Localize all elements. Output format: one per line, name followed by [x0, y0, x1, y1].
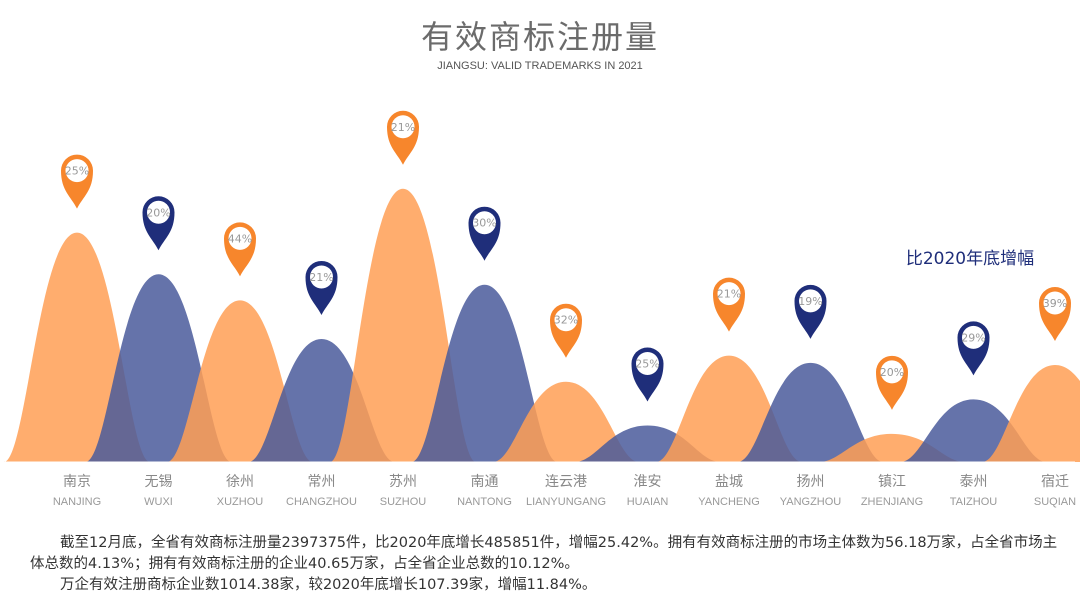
pin-hole	[880, 360, 904, 384]
pin-hole	[147, 200, 170, 224]
growth-pin: 44%	[224, 222, 256, 277]
x-tick-label-cn: 泰州	[960, 474, 988, 490]
pin-layer: 25% 20% 44% 21% 21% 30% 32% 25% 21% 19% 20% 29% 39%	[61, 110, 1071, 410]
growth-label: 25%	[635, 358, 659, 371]
note-paragraph: 截至12月底，全省有效商标注册量2397375件，比2020年底增长485851…	[30, 535, 1058, 572]
growth-label: 32%	[554, 314, 578, 327]
x-tick-label-en: HUAIAN	[627, 496, 669, 508]
x-tick-label-en: NANTONG	[457, 496, 512, 508]
x-tick-label-cn: 南通	[471, 474, 499, 490]
growth-label: 21%	[717, 288, 741, 301]
x-tick-label-en: SUZHOU	[380, 496, 427, 508]
x-tick-label-en: XUZHOU	[217, 496, 264, 508]
pin-hole	[1043, 291, 1067, 315]
growth-pin: 20%	[142, 196, 175, 251]
hump-nantong	[411, 284, 558, 462]
pin-hole	[310, 265, 333, 289]
x-axis-labels: 南京 NANJING 无锡 WUXI 徐州 XUZHOU 常州 CHANGZHOU 苏州 SUZH…	[53, 473, 1076, 508]
growth-label: 21%	[309, 271, 333, 284]
pin-hole	[65, 159, 89, 183]
legend-note: 比2020年底增幅	[906, 249, 1034, 269]
x-tick-label-en: SUQIAN	[1034, 496, 1076, 508]
x-tick-label-en: CHANGZHOU	[286, 496, 357, 508]
chart-svg: 25%20%44%21%21%30%32%25%21%19%20%29%39% …	[4, 110, 1080, 508]
x-tick-label-cn: 宿迁	[1041, 473, 1069, 490]
x-tick-label-en: LIANYUNGANG	[526, 496, 606, 508]
growth-label: 25%	[65, 165, 89, 178]
x-tick-label-cn: 无锡	[145, 474, 173, 490]
pin-hole	[473, 211, 496, 235]
notes-block: 截至12月底，全省有效商标注册量2397375件，比2020年底增长485851…	[30, 533, 1060, 596]
growth-pin: 21%	[713, 277, 745, 332]
chart-subtitle: JIANGSU: VALID TRADEMARKS IN 2021	[437, 60, 643, 72]
growth-label: 19%	[798, 295, 822, 308]
growth-pin: 19%	[794, 284, 827, 339]
pin-hole	[799, 289, 822, 313]
pin-hole	[636, 352, 659, 375]
x-tick-label-cn: 苏州	[389, 474, 417, 490]
x-tick-label-cn: 南京	[63, 474, 91, 490]
x-tick-label-en: YANGZHOU	[780, 496, 842, 508]
x-tick-label-en: YANCHENG	[698, 496, 760, 508]
x-tick-label-cn: 扬州	[797, 474, 825, 490]
growth-pin: 32%	[550, 303, 582, 358]
pin-hole	[554, 308, 578, 332]
pin-hole	[962, 325, 985, 349]
growth-pin: 21%	[387, 110, 419, 165]
hump-suqian	[982, 365, 1080, 462]
x-tick-label-cn: 镇江	[878, 474, 906, 490]
x-tick-label-cn: 淮安	[634, 474, 662, 490]
x-tick-label-cn: 徐州	[226, 474, 254, 490]
growth-pin: 20%	[876, 355, 908, 410]
x-tick-label-en: ZHENJIANG	[861, 496, 923, 508]
x-tick-label-en: TAIZHOU	[950, 496, 998, 508]
growth-pin: 25%	[61, 154, 93, 209]
hump-yangzhou	[737, 362, 884, 462]
growth-label: 20%	[880, 366, 904, 379]
growth-label: 39%	[1043, 297, 1067, 310]
hump-lianyungang	[493, 381, 639, 462]
growth-label: 44%	[228, 232, 252, 245]
growth-pin: 25%	[631, 347, 664, 402]
x-tick-label-cn: 连云港	[545, 474, 587, 490]
x-tick-label-cn: 常州	[308, 474, 336, 490]
pin-hole	[228, 226, 252, 250]
pin-hole	[717, 282, 741, 306]
x-tick-label-en: NANJING	[53, 496, 101, 508]
hump-layer	[4, 188, 1080, 462]
x-tick-label-cn: 盐城	[715, 474, 743, 490]
growth-pin: 39%	[1039, 287, 1071, 342]
pin-hole	[391, 115, 415, 139]
growth-pin: 30%	[468, 206, 501, 261]
growth-label: 29%	[961, 331, 985, 344]
growth-label: 21%	[391, 121, 415, 134]
note-paragraph: 万企有效注册商标企业数1014.38家，较2020年底增长107.39家，增幅1…	[60, 577, 597, 593]
growth-pin: 29%	[957, 321, 990, 376]
x-tick-label-en: WUXI	[144, 496, 173, 508]
growth-label: 20%	[146, 206, 170, 219]
chart-title: 有效商标注册量	[420, 18, 659, 56]
growth-label: 30%	[472, 217, 496, 230]
growth-pin: 21%	[305, 260, 338, 315]
